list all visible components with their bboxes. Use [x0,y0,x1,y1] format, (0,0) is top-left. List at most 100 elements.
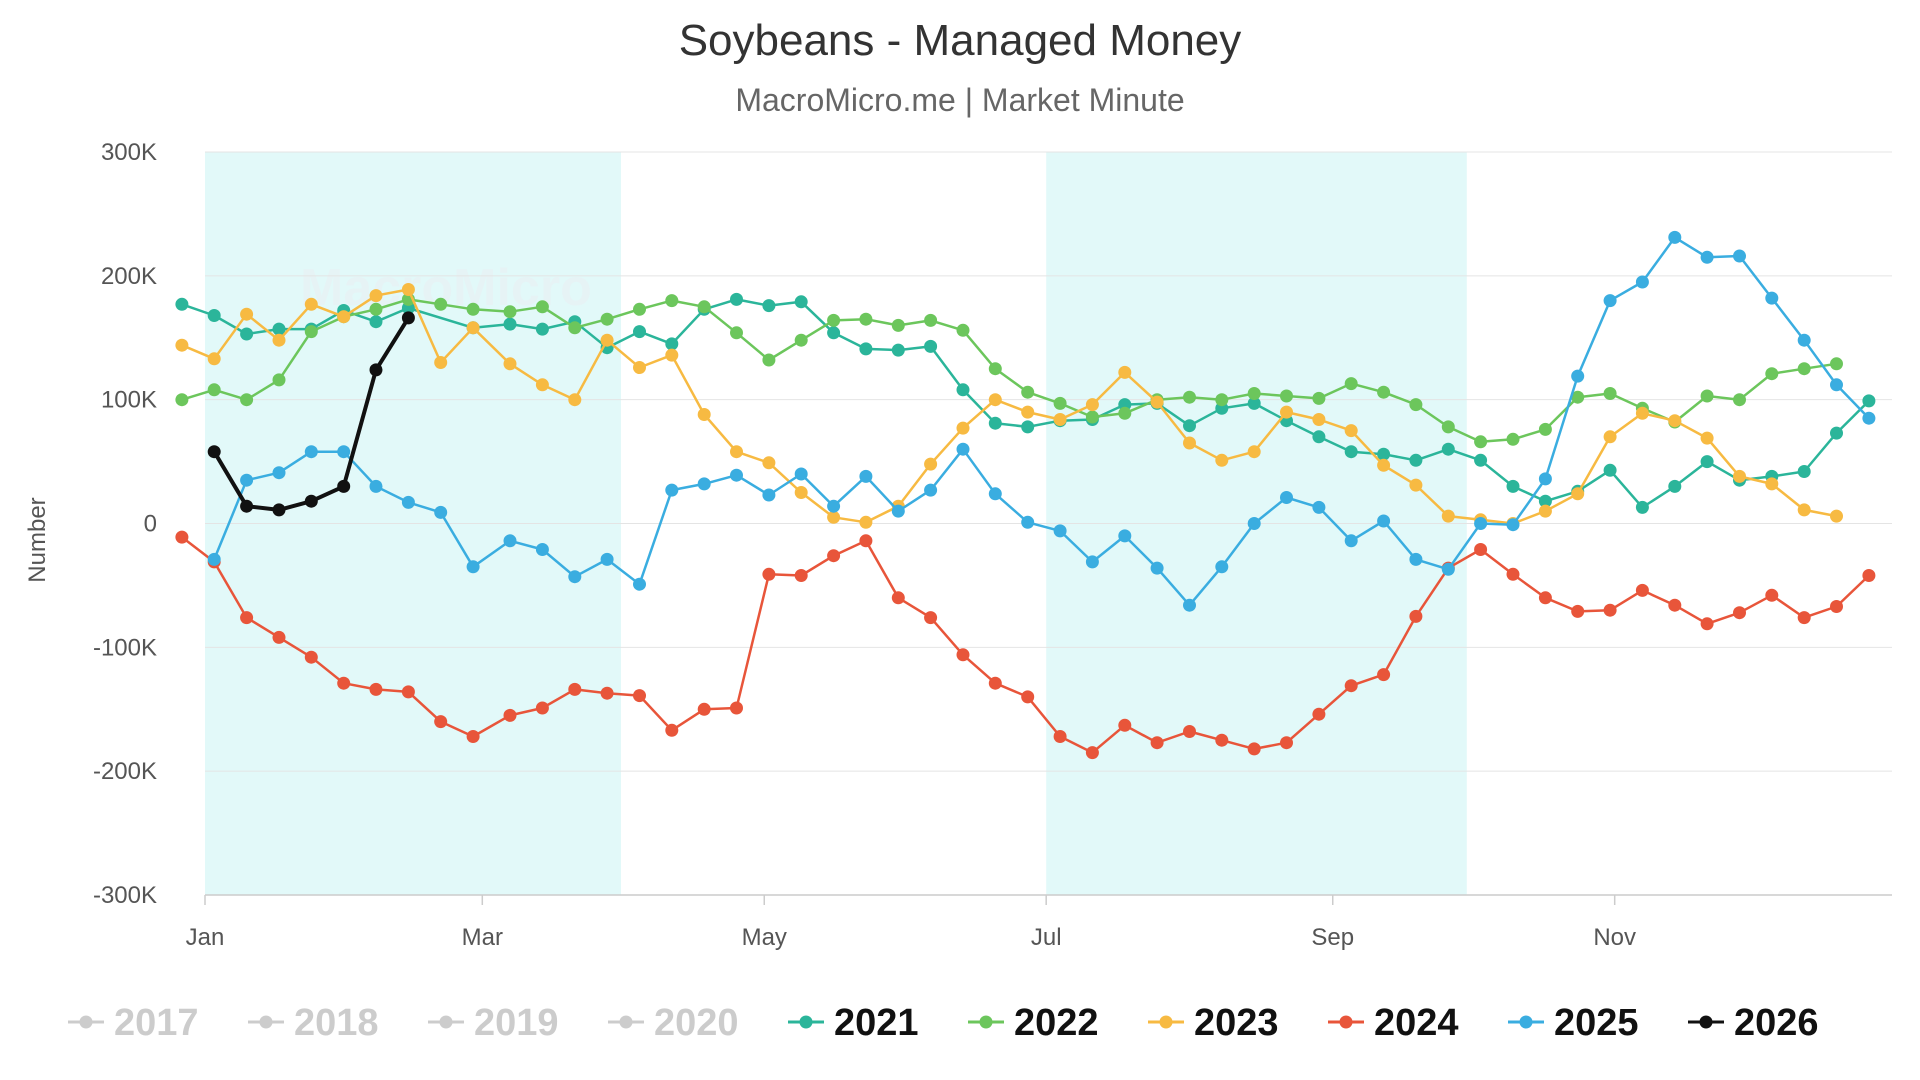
data-point-2025 [207,552,221,566]
data-point-2024 [1765,588,1779,602]
data-point-2026 [401,311,415,325]
data-point-2022 [1118,406,1132,420]
legend-item-2026[interactable]: 2026 [1688,1002,1819,1044]
data-point-2024 [1474,543,1488,556]
data-point-2025 [1085,555,1099,569]
data-point-2024 [633,689,646,703]
data-point-2021 [1247,396,1261,410]
y-tick-label: 100K [101,387,157,414]
legend-item-2018[interactable]: 2018 [248,1002,379,1044]
data-point-2023 [1215,453,1229,467]
data-point-2022 [633,302,646,316]
data-point-2024 [924,611,938,625]
data-point-2024 [1247,742,1261,756]
y-tick-label: -100K [93,634,157,661]
legend-item-2025[interactable]: 2025 [1508,1002,1639,1044]
data-point-2024 [1021,690,1035,704]
data-point-2026 [272,503,286,517]
x-tick-label: Nov [1593,924,1636,951]
data-point-2023 [1312,413,1326,426]
data-point-2023 [859,515,873,529]
data-point-2023 [600,333,614,347]
data-point-2024 [1085,746,1099,760]
legend-marker [259,1015,273,1029]
axes: 300K 200K 100K 0 -100K -200K -300K Jan Mar May Jul… [93,139,1892,951]
data-point-2022 [1344,377,1358,391]
legend-item-2019[interactable]: 2019 [428,1002,559,1044]
legend-item-2022[interactable]: 2022 [968,1002,1099,1044]
data-point-2023 [1053,413,1067,426]
data-point-2025 [924,483,938,497]
data-point-2021 [827,326,841,340]
data-point-2026 [369,363,383,377]
data-point-2024 [369,682,383,696]
chart-title: Soybeans - Managed Money [679,16,1242,65]
data-point-2024 [827,549,841,563]
data-point-2021 [1312,430,1326,444]
data-point-2023 [1409,478,1423,492]
data-point-2022 [697,300,711,314]
data-point-2022 [1021,385,1035,399]
data-point-2025 [956,442,970,456]
data-point-2021 [272,322,286,336]
data-point-2025 [1700,250,1714,264]
data-point-2025 [1409,552,1423,566]
data-point-2022 [535,300,549,314]
legend-item-2020[interactable]: 2020 [608,1002,739,1044]
data-point-2023 [1085,398,1099,412]
data-point-2024 [401,685,415,699]
legend-label: 2019 [474,1002,559,1044]
data-point-2025 [401,495,415,509]
data-point-2025 [697,477,711,491]
data-point-2022 [762,353,776,367]
data-point-2023 [272,333,286,347]
data-point-2021 [1344,445,1358,459]
data-point-2024 [1700,617,1714,631]
y-tick-label: -200K [93,758,157,785]
data-point-2023 [827,510,841,524]
legend-item-2017[interactable]: 2017 [68,1002,199,1044]
data-point-2025 [859,469,873,483]
data-point-2025 [1830,378,1843,392]
data-point-2022 [924,313,938,327]
data-point-2021 [956,383,970,397]
series-line-2025 [213,236,1870,607]
y-tick-label: 200K [101,263,157,290]
data-point-2024 [1862,569,1876,582]
series-layer [175,230,1876,760]
data-point-2021 [988,416,1002,430]
data-point-2025 [633,577,646,591]
data-point-2023 [434,356,448,369]
data-point-2023 [794,486,808,499]
data-point-2025 [794,467,808,481]
data-point-2021 [503,317,517,331]
data-point-2025 [535,543,549,556]
legend-item-2021[interactable]: 2021 [788,1002,919,1044]
data-point-2023 [1797,503,1811,517]
data-point-2022 [503,305,517,319]
data-point-2026 [207,445,221,459]
data-point-2026 [240,499,254,513]
data-point-2023 [503,357,517,371]
legend-label: 2018 [294,1002,379,1044]
data-point-2025 [272,466,286,480]
legend-item-2023[interactable]: 2023 [1148,1002,1279,1044]
data-point-2023 [240,307,254,321]
legend-label: 2025 [1554,1002,1639,1044]
data-point-2025 [1668,230,1682,244]
data-point-2024 [1571,604,1585,618]
data-point-2023 [466,321,480,335]
legend-item-2024[interactable]: 2024 [1328,1002,1459,1044]
data-point-2024 [1668,598,1682,612]
data-point-2025 [1377,514,1391,528]
data-point-2022 [466,302,480,316]
y-tick-label: 0 [144,511,157,538]
data-point-2025 [1312,500,1326,514]
legend-label: 2026 [1734,1002,1819,1044]
legend-label: 2023 [1194,1002,1279,1044]
data-point-2024 [434,715,448,729]
data-point-2023 [1118,365,1132,379]
data-point-2021 [1377,447,1391,461]
data-point-2024 [1215,733,1229,747]
